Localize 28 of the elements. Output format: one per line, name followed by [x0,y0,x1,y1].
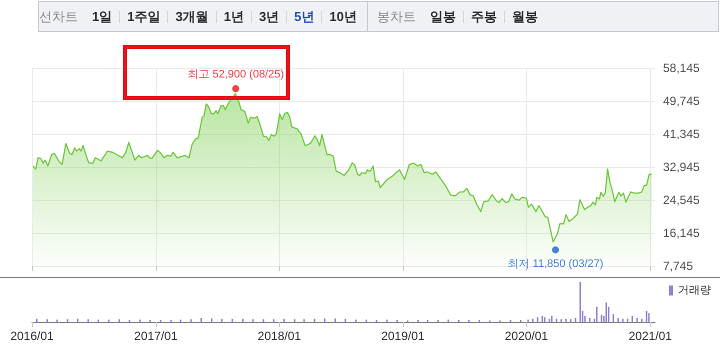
y-tick-label: 7,745 [663,259,694,273]
x-tick-label: 2018/01 [258,329,302,343]
text: 봉차트 [377,8,416,26]
x-tick-label: 2020/01 [504,329,548,343]
text: 월봉 [512,8,538,26]
text: 10년 [329,8,357,26]
x-tick-label: 2019/01 [381,329,425,343]
text: 일봉 [430,8,456,26]
text: 선차트 [39,8,78,26]
data-label: 최고 52,900 (08/25) [187,68,284,81]
y-tick-label: 58,145 [663,61,700,75]
x-tick-label: 2021/01 [628,329,672,343]
text: 주봉 [471,8,497,26]
text: 5년 [294,8,314,26]
text: 1일 [92,8,112,26]
y-tick-label: 16,145 [663,226,700,240]
y-tick-label: 41,345 [663,127,700,141]
y-tick-label: 24,545 [663,193,700,207]
legend-label: 거래량 [678,284,711,296]
y-tick-label: 32,945 [663,160,700,174]
text: 1주일 [127,8,160,26]
text: 3개월 [175,8,209,26]
text: 3년 [258,8,280,26]
data-label: 최저 11,850 (03/27) [508,258,604,270]
x-tick-label: 2016/01 [10,329,54,343]
y-tick-label: 49,745 [663,94,700,108]
x-tick-label: 2017/01 [134,329,178,343]
text: 1년 [224,8,244,26]
